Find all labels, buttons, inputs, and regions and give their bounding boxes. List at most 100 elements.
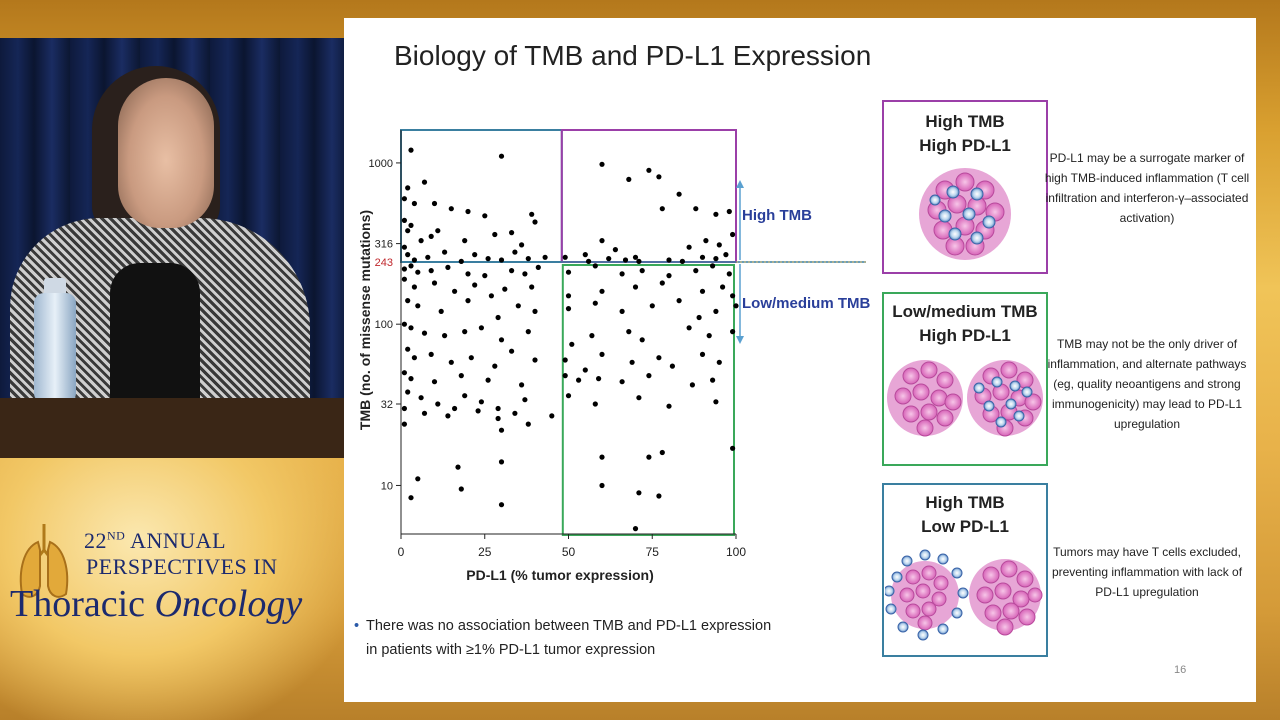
quadrant-box [400, 129, 563, 263]
inflamed-tumor-icon [919, 168, 1011, 260]
data-point [431, 379, 438, 385]
data-point [666, 273, 672, 279]
data-point [599, 238, 605, 244]
data-point [606, 256, 612, 262]
panel-title: High TMB Low PD-L1 [921, 493, 1009, 536]
tmb-pdl1-scatter-chart: 243 0 25 50 75 100 10 32 100 316 1000 PD-L1 (% tu… [357, 129, 870, 583]
data-point [636, 490, 642, 496]
data-point [411, 355, 417, 361]
data-point [720, 284, 726, 290]
data-point [659, 280, 665, 286]
data-point [485, 377, 491, 383]
data-point [586, 258, 592, 264]
data-point [468, 355, 474, 361]
data-point [488, 293, 494, 299]
data-point [411, 284, 417, 290]
quadrant-box [561, 263, 735, 536]
arrow-down-icon [736, 336, 744, 344]
bullet-icon: • [354, 618, 360, 634]
data-point [498, 459, 505, 465]
data-point [693, 268, 699, 274]
data-point [656, 174, 662, 180]
data-point [465, 208, 471, 215]
data-point [706, 333, 712, 339]
data-point [445, 264, 451, 270]
data-point [522, 271, 528, 277]
data-point [428, 233, 434, 239]
data-point [405, 228, 411, 234]
data-point [565, 306, 572, 312]
data-point [582, 367, 588, 373]
data-point [498, 427, 505, 433]
data-point [431, 200, 438, 207]
data-point [401, 370, 407, 376]
data-point [462, 238, 468, 244]
data-point [666, 403, 672, 409]
data-point [529, 284, 535, 290]
panel-high-tmb-low-pdl1: High TMB Low PD-L1 [882, 483, 1048, 657]
data-point [431, 280, 438, 286]
data-point [458, 486, 464, 492]
data-point [599, 351, 605, 357]
water-bottle-cap [44, 278, 66, 296]
arrow-up-icon [736, 180, 744, 188]
data-point [525, 256, 531, 262]
data-point [462, 393, 468, 399]
data-point [438, 308, 444, 314]
data-point [405, 252, 411, 258]
data-point [592, 401, 598, 407]
data-point [442, 333, 448, 339]
data-point [465, 271, 471, 277]
data-point [465, 298, 471, 304]
data-point [498, 502, 505, 508]
data-point [515, 303, 521, 309]
data-point [592, 300, 598, 306]
data-point [425, 254, 431, 260]
data-point [532, 308, 538, 314]
data-point [522, 397, 528, 403]
data-point [472, 252, 478, 258]
data-point [626, 176, 632, 182]
data-point [656, 355, 662, 361]
data-point [435, 401, 441, 407]
data-point [636, 395, 642, 401]
data-point [542, 254, 548, 260]
data-point [495, 415, 501, 422]
data-point [529, 211, 535, 217]
data-point [401, 266, 407, 272]
data-point [442, 249, 448, 255]
data-point [646, 167, 652, 173]
data-point [730, 293, 736, 299]
data-point [576, 377, 582, 383]
data-point [478, 325, 484, 331]
data-point [408, 376, 414, 382]
data-point [401, 196, 407, 202]
data-point [626, 329, 632, 335]
data-point [418, 238, 424, 244]
data-point [512, 249, 518, 255]
data-point [421, 330, 428, 336]
data-point [659, 206, 665, 212]
data-point [562, 357, 568, 363]
data-point [448, 359, 454, 365]
data-point [726, 208, 732, 215]
speaker-face [118, 78, 214, 228]
data-point [689, 382, 695, 388]
data-point [462, 329, 468, 335]
data-point [445, 413, 451, 419]
data-point [730, 329, 736, 335]
data-point [415, 269, 421, 275]
quadrant-box [560, 129, 737, 263]
data-point [599, 161, 605, 167]
presentation-slide: Biology of TMB and PD-L1 Expression 243 … [344, 18, 1256, 702]
data-point [666, 257, 672, 263]
slide-number: 16 [1174, 664, 1187, 676]
data-point [502, 286, 508, 292]
data-point [599, 288, 605, 294]
data-point [509, 230, 515, 236]
data-point [458, 258, 464, 264]
data-point [636, 258, 642, 264]
chart-regions [400, 129, 737, 536]
data-point [562, 373, 568, 379]
data-point [669, 363, 675, 369]
